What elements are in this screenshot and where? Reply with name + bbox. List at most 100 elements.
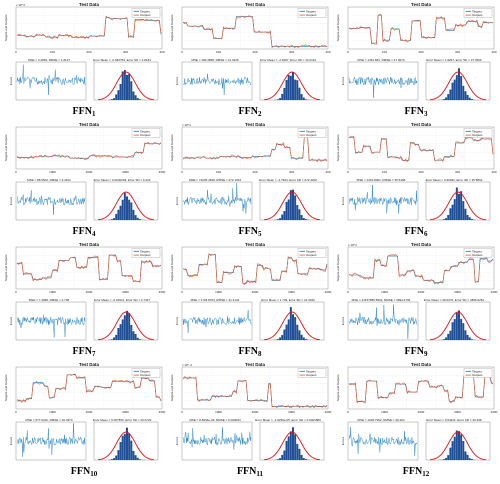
plot-title: Test Data	[411, 2, 431, 7]
histogram-bar	[289, 75, 292, 100]
panel-label-sub: 2	[258, 110, 262, 118]
x-tick-label: 4000	[159, 170, 166, 174]
panel-label: FFN10	[71, 466, 98, 478]
panel-label-main: FFN	[239, 226, 259, 237]
histogram-bar	[458, 310, 460, 340]
x-tick-label: 1000	[381, 290, 388, 294]
ylabel-targets-outputs: Targets and Outputs	[170, 134, 174, 162]
panel-label: FFN12	[403, 466, 430, 478]
panel-label-sub: 12	[422, 470, 430, 478]
x-tick-label: 1000	[215, 290, 222, 294]
panel-label-main: FFN	[405, 106, 425, 117]
histogram-bar	[285, 201, 288, 220]
histogram-bar	[292, 314, 294, 340]
histogram-bar	[121, 319, 124, 340]
errors-line	[348, 185, 418, 214]
metrics-mse-rmse: MSE = 88.5500, RMSE = 9.4101	[27, 178, 71, 182]
metrics-mse-rmse: MSE = 7.4968, RMSE = 2.738	[29, 298, 70, 302]
plot-title: Test Data	[411, 362, 431, 367]
x-tick-label: 0	[347, 50, 349, 54]
x-tick-label: 0	[347, 410, 349, 414]
histogram-bar	[130, 440, 133, 460]
histogram-bar	[304, 339, 307, 340]
legend-box	[131, 248, 161, 258]
normal-fit-curve	[263, 191, 321, 221]
plot-title: Test Data	[79, 122, 99, 127]
legend-targets-label: Targets	[140, 9, 150, 13]
panel-label-main: FFN	[239, 106, 259, 117]
targets-line	[17, 374, 162, 402]
histogram-bar	[294, 434, 297, 460]
ylabel-errors: Errors	[341, 316, 345, 325]
legend-outputs-label: Outputs	[140, 373, 151, 377]
histogram-bar	[442, 219, 445, 220]
histogram-bar	[279, 337, 282, 340]
legend-box	[297, 128, 327, 138]
histogram-bar	[460, 318, 463, 340]
panel-label-main: FFN	[239, 346, 259, 357]
x-tick-label: 400	[159, 50, 164, 54]
ylabel-errors: Errors	[341, 76, 345, 85]
histogram-bar	[302, 458, 305, 460]
histogram-bar	[460, 434, 463, 460]
histogram-bar	[132, 209, 135, 220]
histogram-bar	[294, 317, 297, 340]
histogram-bar	[113, 337, 116, 340]
x-tick-label: 0	[181, 170, 183, 174]
legend-outputs-label: Outputs	[306, 133, 317, 137]
metrics-error-mean-sd: Error Mean = 1.749, Error SD = 41.3336	[261, 298, 315, 302]
outputs-line	[16, 254, 162, 283]
histogram-bar	[445, 337, 448, 340]
legend-targets-label: Targets	[140, 249, 150, 253]
histogram-bar	[470, 219, 473, 220]
metrics-mse-rmse: MSE = 1263.8062, RMSE = 35.5498	[357, 178, 406, 182]
histogram-bar	[110, 219, 113, 220]
x-tick-label: 0	[181, 290, 183, 294]
x-tick-label: 3000	[454, 410, 461, 414]
histogram-bar	[445, 97, 448, 100]
histogram-bar	[119, 205, 122, 220]
ylabel-errors: Errors	[9, 316, 13, 325]
legend-targets-label: Targets	[306, 9, 316, 13]
ylabel-targets-outputs: Targets and Outputs	[4, 254, 8, 282]
histogram-bar	[300, 454, 303, 460]
histogram-bar	[298, 330, 301, 340]
x-tick-label: 200	[86, 50, 91, 54]
histogram-bar	[449, 208, 452, 220]
x-tick-label: 2000	[418, 410, 425, 414]
histogram-bar	[136, 337, 139, 340]
histogram-bar	[134, 333, 137, 340]
histogram-bar	[304, 459, 307, 460]
legend-box	[297, 8, 327, 18]
panel-label-sub: 6	[424, 230, 428, 238]
histogram-bar	[138, 219, 141, 220]
panel-label: FFN1	[73, 106, 96, 118]
histogram-bar	[451, 204, 454, 220]
targets-line	[183, 377, 327, 407]
x-tick-label: 200	[418, 170, 423, 174]
histogram-bar	[462, 440, 465, 460]
outputs-line	[182, 136, 328, 163]
plot-title: Test Data	[79, 362, 99, 367]
histogram-bar	[113, 98, 116, 100]
plot-title: Test Data	[79, 2, 99, 7]
histogram-bar	[132, 91, 135, 100]
histogram-bar	[294, 79, 297, 100]
histogram-bar	[447, 455, 450, 460]
histogram-bar	[300, 215, 303, 220]
histogram-bar	[283, 329, 286, 340]
histogram-bar	[455, 430, 458, 460]
metrics-error-mean-sd: Error Mean = 0.0030269, Error SD = 9.423	[94, 178, 151, 182]
histogram-bar	[117, 90, 120, 100]
histogram-bar	[123, 69, 126, 100]
x-tick-label: 4000	[491, 290, 498, 294]
